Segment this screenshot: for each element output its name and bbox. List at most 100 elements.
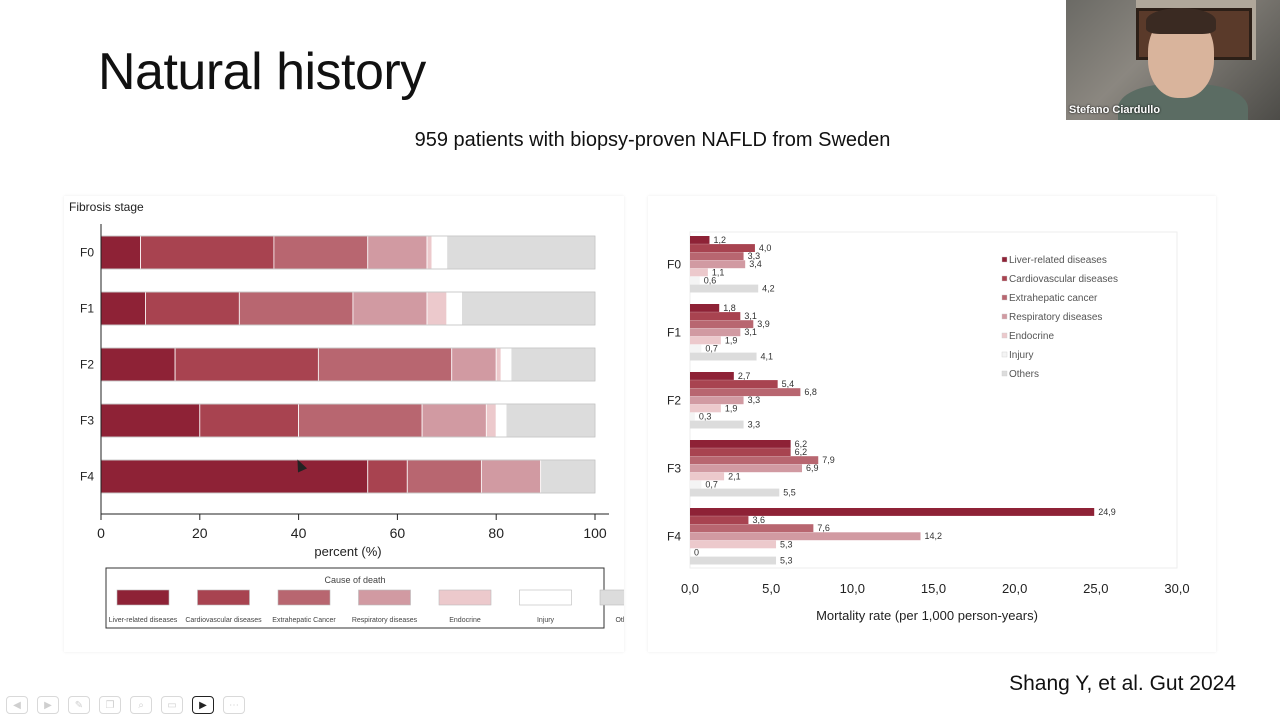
x-tick-label-0: 0,0 (681, 581, 699, 596)
bar-segment-f2-5 (500, 347, 512, 382)
bar-segment-f3-6 (505, 403, 596, 438)
legend-swatch-6 (599, 589, 624, 606)
data-label-f4-6: 5,3 (780, 556, 793, 566)
bar-f4-1 (690, 516, 749, 524)
category-label-f0: F0 (667, 257, 681, 271)
bar-segment-f2-2 (317, 347, 453, 382)
category-label-f3: F3 (80, 414, 94, 428)
x-axis-label: percent (%) (314, 544, 381, 559)
bar-f1-0 (690, 304, 720, 312)
pen-icon[interactable]: ✎ (68, 696, 90, 714)
bar-f2-5 (690, 412, 695, 421)
data-label-f2-2: 6,8 (804, 387, 817, 397)
x-tick-label-0: 0 (97, 525, 105, 541)
legend-title: Cause of death (324, 575, 385, 585)
legend-label-6: Others (1009, 369, 1039, 380)
bar-segment-f1-0 (100, 291, 146, 326)
forward-icon[interactable]: ▶ (37, 696, 59, 714)
bar-segment-f4-6 (540, 459, 596, 494)
legend-swatch-5 (1001, 351, 1008, 358)
video-thumbnail[interactable]: Stefano Ciardullo (1066, 0, 1280, 120)
data-label-f2-1: 5,4 (782, 379, 795, 389)
x-tick-label-40: 40 (291, 525, 307, 541)
slide-subtitle: 959 patients with biopsy-proven NAFLD fr… (414, 129, 891, 151)
category-label-f4: F4 (667, 529, 681, 543)
bar-segment-f2-0 (100, 347, 176, 382)
category-label-f2: F2 (80, 358, 94, 372)
bar-f4-6 (690, 556, 777, 565)
legend-swatch-3 (1001, 313, 1008, 320)
bar-f4-4 (690, 540, 777, 549)
bar-segment-f2-4 (495, 347, 502, 382)
bar-segment-f0-0 (100, 235, 141, 270)
bar-segment-f0-3 (367, 235, 428, 270)
legend-label-6: Others (615, 617, 624, 624)
bar-f0-0 (690, 236, 710, 244)
chart-title: Fibrosis stage (69, 200, 144, 214)
screen-icon[interactable]: ▭ (161, 696, 183, 714)
bar-f4-3 (690, 532, 921, 541)
bar-f1-6 (690, 352, 757, 361)
data-label-f3-2: 7,9 (822, 455, 835, 465)
bar-segment-f0-5 (431, 235, 448, 270)
legend-label-4: Endocrine (449, 617, 481, 624)
data-label-f4-1: 3,6 (752, 515, 765, 525)
x-tick-label-3: 15,0 (921, 581, 946, 596)
data-label-f0-6: 4,2 (762, 284, 775, 294)
mortality-rate-chart: F01,24,03,33,41,10,64,2F11,83,13,93,11,9… (667, 231, 1190, 623)
legend-label-5: Injury (1009, 350, 1033, 361)
legend-swatch-1 (1001, 275, 1008, 282)
x-tick-label-5: 25,0 (1083, 581, 1108, 596)
legend-swatch-0 (1001, 256, 1008, 263)
data-label-f1-1: 3,1 (744, 311, 757, 321)
legend-swatch-4 (438, 589, 492, 606)
bar-f0-4 (690, 268, 708, 277)
bar-segment-f4-2 (406, 459, 482, 494)
x-tick-label-2: 10,0 (840, 581, 865, 596)
slide-title: Natural history (98, 43, 426, 101)
data-label-f3-4: 2,1 (728, 471, 741, 481)
category-label-f2: F2 (667, 393, 681, 407)
category-label-f4: F4 (80, 470, 94, 484)
data-label-f4-3: 14,2 (925, 531, 943, 541)
legend-swatch-2 (1001, 294, 1008, 301)
stacked-bar-chart: Fibrosis stage F0 F1 F2 F3 F4 0 20 40 60 80 100 perc… (69, 200, 624, 629)
x-tick-label-60: 60 (390, 525, 406, 541)
bar-f3-1 (690, 448, 791, 456)
data-label-f2-5: 0,3 (699, 411, 712, 421)
bar-segment-f0-6 (446, 235, 596, 270)
bar-f1-5 (690, 344, 702, 353)
citation: Shang Y, et al. Gut 2024 (1009, 672, 1236, 695)
copy-icon[interactable]: ❐ (99, 696, 121, 714)
bar-f3-2 (690, 456, 819, 465)
data-label-f1-3: 3,1 (744, 327, 757, 337)
camera-icon[interactable]: ▶ (192, 696, 214, 714)
data-label-f1-5: 0,7 (705, 343, 718, 353)
bar-f1-3 (690, 328, 741, 337)
bar-segment-f3-2 (298, 403, 423, 438)
data-label-f1-6: 4,1 (761, 352, 774, 362)
zoom-icon[interactable]: ⌕ (130, 696, 152, 714)
data-label-f3-0: 6,2 (795, 439, 808, 449)
legend-label-3: Respiratory diseases (352, 617, 418, 624)
stacked-bar-chart-panel: Fibrosis stage F0 F1 F2 F3 F4 0 20 40 60 80 100 perc… (64, 196, 624, 652)
more-icon[interactable]: ⋯ (223, 696, 245, 714)
bar-segment-f3-3 (421, 403, 487, 438)
legend-swatch-1 (197, 589, 250, 606)
legend-swatch-0 (116, 589, 170, 606)
back-icon[interactable]: ◀ (6, 696, 28, 714)
bar-f0-3 (690, 260, 746, 269)
x-tick-label-80: 80 (488, 525, 504, 541)
data-label-f1-0: 1,8 (723, 303, 736, 313)
x-axis-label: Mortality rate (per 1,000 person-years) (816, 608, 1038, 623)
bar-segment-f1-5 (446, 291, 463, 326)
bar-f2-1 (690, 380, 778, 388)
bar-f2-3 (690, 396, 744, 405)
data-label-f3-1: 6,2 (795, 447, 808, 457)
data-label-f4-0: 24,9 (1098, 507, 1116, 517)
data-label-f4-2: 7,6 (817, 523, 830, 533)
bar-f3-3 (690, 464, 803, 473)
bar-f2-0 (690, 372, 734, 380)
legend-swatch-6 (1001, 370, 1008, 377)
legend-label-2: Extrahepatic Cancer (272, 617, 336, 624)
